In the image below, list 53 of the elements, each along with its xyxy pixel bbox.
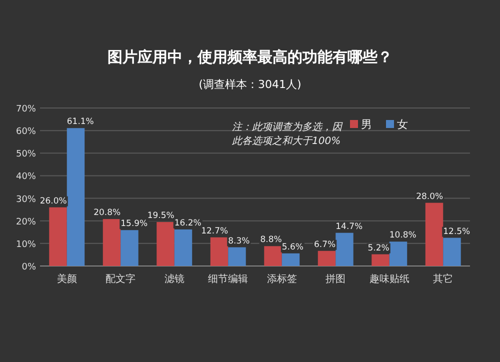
y-tick-label: 60% [16,127,36,138]
bar [264,246,282,266]
y-tick-label: 30% [16,194,36,205]
data-label: 5.6% [282,242,304,252]
data-label: 61.1% [66,117,94,128]
y-tick-label: 70% [16,104,36,114]
x-tick-label: 趣味贴纸 [369,273,410,285]
x-tick-label: 拼图 [326,273,346,285]
bar [102,219,121,266]
y-tick-label: 20% [16,217,36,228]
bar [443,238,461,266]
x-tick-label: 细节编辑 [208,273,248,285]
data-label: 16.2% [174,218,202,228]
data-label: 19.5% [147,210,174,221]
data-label: 8.3% [228,236,250,246]
bar [66,128,85,266]
y-tick-label: 10% [16,240,36,250]
x-tick-label: 滤镜 [164,273,184,285]
data-label: 12.7% [201,226,228,236]
x-tick-label: 添标签 [266,273,297,285]
x-tick-label: 美颜 [56,273,77,285]
chart-title: 图片应用中，使用频率最高的功能有哪些？ [108,48,392,66]
data-label: 26.0% [40,196,67,206]
data-label: 14.7% [336,222,363,232]
data-label: 28.0% [416,192,444,202]
y-tick-label: 0% [22,262,36,272]
bar [49,207,67,266]
legend-label: 女 [397,118,408,131]
bar [336,232,354,266]
data-label: 20.8% [94,208,121,218]
bar [318,250,336,266]
bar [174,229,192,266]
bar [156,222,174,266]
legend-label: 男 [361,118,372,131]
data-label: 5.2% [368,243,390,254]
y-tick-label: 40% [16,172,36,182]
data-label: 6.7% [314,240,336,250]
y-tick-label: 50% [16,150,36,160]
data-label: 10.8% [389,230,416,241]
data-label: 8.8% [260,235,282,246]
bar [282,253,300,266]
bar [389,242,408,266]
data-label: 15.9% [120,219,148,230]
bar [210,237,228,266]
bar [120,230,138,266]
bar [372,254,390,266]
bar [228,247,246,266]
chart-subtitle: (调查样本：3041人) [198,78,302,91]
data-label: 12.5% [443,226,470,237]
annotation: 注：此项调查为多选，因此各选项之和大于100% [232,121,343,147]
bar [425,202,444,266]
x-tick-label: 其它 [433,273,454,285]
x-tick-label: 配文字 [106,273,136,285]
